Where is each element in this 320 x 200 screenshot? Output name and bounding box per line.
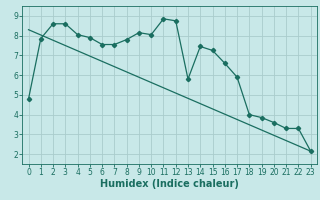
X-axis label: Humidex (Indice chaleur): Humidex (Indice chaleur) bbox=[100, 179, 239, 189]
